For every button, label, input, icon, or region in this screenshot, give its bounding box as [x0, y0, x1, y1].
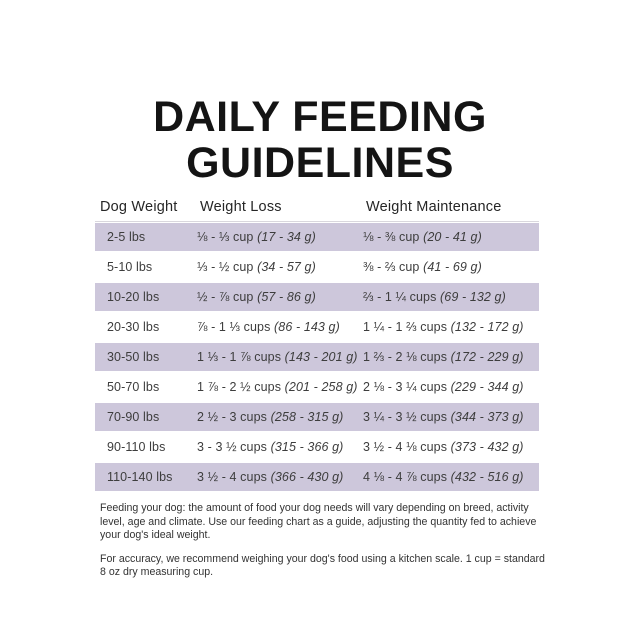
weight-maintenance-cell: ⅔ - 1 ¼ cups (69 - 132 g): [361, 290, 539, 304]
dog-weight-cell: 10-20 lbs: [95, 290, 195, 304]
weight-loss-grams: (86 - 143 g): [274, 320, 340, 334]
weight-maintenance-cell: 4 ⅛ - 4 ⅞ cups (432 - 516 g): [361, 470, 539, 484]
dog-weight-cell: 30-50 lbs: [95, 350, 195, 364]
weight-maintenance-cups: 2 ⅛ - 3 ¼ cups: [363, 380, 448, 394]
dog-weight-cell: 70-90 lbs: [95, 410, 195, 424]
footnote-measuring-accuracy: For accuracy, we recommend weighing your…: [100, 552, 545, 579]
dog-weight-cell: 90-110 lbs: [95, 440, 195, 454]
table-row: 20-30 lbs ⅞ - 1 ⅓ cups (86 - 143 g) 1 ¼ …: [95, 313, 539, 341]
weight-loss-cups: ⅛ - ⅓ cup: [197, 230, 254, 244]
weight-maintenance-grams: (229 - 344 g): [450, 380, 524, 394]
weight-maintenance-cell: 1 ⅔ - 2 ⅛ cups (172 - 229 g): [361, 350, 539, 364]
dog-weight-value: 90-110 lbs: [107, 440, 166, 454]
footnote-feeding-guidance: Feeding your dog: the amount of food you…: [100, 502, 537, 542]
dog-weight-value: 70-90 lbs: [107, 410, 160, 424]
weight-maintenance-cups: ⅛ - ⅜ cup: [363, 230, 420, 244]
weight-maintenance-cups: 1 ⅔ - 2 ⅛ cups: [363, 350, 448, 364]
weight-maintenance-grams: (432 - 516 g): [450, 470, 524, 484]
weight-maintenance-cell: ⅛ - ⅜ cup (20 - 41 g): [361, 230, 539, 244]
weight-loss-cups: 2 ½ - 3 cups: [197, 410, 267, 424]
weight-maintenance-grams: (172 - 229 g): [450, 350, 524, 364]
feeding-table: 2-5 lbs ⅛ - ⅓ cup (17 - 34 g) ⅛ - ⅜ cup …: [95, 221, 539, 493]
dog-weight-cell: 2-5 lbs: [95, 230, 195, 244]
table-header: Dog Weight Weight Loss Weight Maintenanc…: [95, 198, 539, 216]
column-header-weight-maintenance: Weight Maintenance: [366, 199, 502, 215]
weight-maintenance-cups: 1 ¼ - 1 ⅔ cups: [363, 320, 448, 334]
weight-loss-cell: ⅓ - ½ cup (34 - 57 g): [195, 260, 361, 274]
weight-loss-grams: (366 - 430 g): [270, 470, 344, 484]
page-title-line1: DAILY FEEDING: [153, 93, 487, 141]
dog-weight-value: 30-50 lbs: [107, 350, 160, 364]
weight-maintenance-cell: 3 ¼ - 3 ½ cups (344 - 373 g): [361, 410, 539, 424]
table-row: 50-70 lbs 1 ⅞ - 2 ½ cups (201 - 258 g) 2…: [95, 373, 539, 401]
table-row: 70-90 lbs 2 ½ - 3 cups (258 - 315 g) 3 ¼…: [95, 403, 539, 431]
weight-maintenance-cell: ⅜ - ⅔ cup (41 - 69 g): [361, 260, 539, 274]
weight-loss-cups: 1 ⅓ - 1 ⅞ cups: [197, 350, 282, 364]
weight-maintenance-cups: 3 ½ - 4 ⅛ cups: [363, 440, 448, 454]
weight-loss-cell: 3 - 3 ½ cups (315 - 366 g): [195, 440, 361, 454]
weight-maintenance-grams: (373 - 432 g): [450, 440, 524, 454]
weight-loss-cell: 3 ½ - 4 cups (366 - 430 g): [195, 470, 361, 484]
dog-weight-value: 20-30 lbs: [107, 320, 160, 334]
table-row: 90-110 lbs 3 - 3 ½ cups (315 - 366 g) 3 …: [95, 433, 539, 461]
dog-weight-cell: 110-140 lbs: [95, 470, 195, 484]
weight-loss-cell: ½ - ⅞ cup (57 - 86 g): [195, 290, 361, 304]
table-row: 10-20 lbs ½ - ⅞ cup (57 - 86 g) ⅔ - 1 ¼ …: [95, 283, 539, 311]
weight-loss-grams: (315 - 366 g): [270, 440, 344, 454]
dog-weight-value: 10-20 lbs: [107, 290, 160, 304]
page-title: DAILY FEEDING GUIDELINES: [0, 94, 640, 186]
weight-loss-cups: ⅞ - 1 ⅓ cups: [197, 320, 271, 334]
weight-loss-cups: 1 ⅞ - 2 ½ cups: [197, 380, 282, 394]
weight-maintenance-cups: ⅔ - 1 ¼ cups: [363, 290, 437, 304]
weight-loss-cell: 2 ½ - 3 cups (258 - 315 g): [195, 410, 361, 424]
weight-loss-grams: (17 - 34 g): [257, 230, 316, 244]
weight-loss-cups: ½ - ⅞ cup: [197, 290, 254, 304]
table-row: 5-10 lbs ⅓ - ½ cup (34 - 57 g) ⅜ - ⅔ cup…: [95, 253, 539, 281]
weight-loss-grams: (258 - 315 g): [270, 410, 344, 424]
weight-maintenance-cups: 3 ¼ - 3 ½ cups: [363, 410, 448, 424]
page-title-line2: GUIDELINES: [186, 139, 454, 187]
weight-loss-cell: ⅛ - ⅓ cup (17 - 34 g): [195, 230, 361, 244]
column-header-dog-weight: Dog Weight: [100, 199, 178, 215]
dog-weight-cell: 50-70 lbs: [95, 380, 195, 394]
weight-loss-grams: (34 - 57 g): [257, 260, 316, 274]
dog-weight-value: 2-5 lbs: [107, 230, 146, 244]
weight-maintenance-grams: (344 - 373 g): [450, 410, 524, 424]
weight-maintenance-cell: 3 ½ - 4 ⅛ cups (373 - 432 g): [361, 440, 539, 454]
weight-loss-grams: (143 - 201 g): [284, 350, 358, 364]
weight-loss-grams: (57 - 86 g): [257, 290, 316, 304]
dog-weight-value: 5-10 lbs: [107, 260, 153, 274]
dog-weight-value: 110-140 lbs: [107, 470, 173, 484]
dog-weight-cell: 5-10 lbs: [95, 260, 195, 274]
weight-loss-cups: 3 - 3 ½ cups: [197, 440, 267, 454]
dog-weight-cell: 20-30 lbs: [95, 320, 195, 334]
weight-loss-cell: 1 ⅓ - 1 ⅞ cups (143 - 201 g): [195, 350, 361, 364]
table-row: 110-140 lbs 3 ½ - 4 cups (366 - 430 g) 4…: [95, 463, 539, 491]
footnotes: Feeding your dog: the amount of food you…: [100, 502, 548, 590]
weight-maintenance-cell: 2 ⅛ - 3 ¼ cups (229 - 344 g): [361, 380, 539, 394]
weight-loss-cell: ⅞ - 1 ⅓ cups (86 - 143 g): [195, 320, 361, 334]
table-row: 30-50 lbs 1 ⅓ - 1 ⅞ cups (143 - 201 g) 1…: [95, 343, 539, 371]
weight-loss-cups: ⅓ - ½ cup: [197, 260, 254, 274]
table-row: 2-5 lbs ⅛ - ⅓ cup (17 - 34 g) ⅛ - ⅜ cup …: [95, 223, 539, 251]
weight-maintenance-cups: ⅜ - ⅔ cup: [363, 260, 420, 274]
weight-maintenance-grams: (41 - 69 g): [423, 260, 482, 274]
weight-maintenance-grams: (20 - 41 g): [423, 230, 482, 244]
weight-loss-grams: (201 - 258 g): [284, 380, 358, 394]
weight-loss-cups: 3 ½ - 4 cups: [197, 470, 267, 484]
dog-weight-value: 50-70 lbs: [107, 380, 160, 394]
weight-loss-cell: 1 ⅞ - 2 ½ cups (201 - 258 g): [195, 380, 361, 394]
weight-maintenance-cups: 4 ⅛ - 4 ⅞ cups: [363, 470, 448, 484]
column-header-weight-loss: Weight Loss: [200, 199, 282, 215]
weight-maintenance-grams: (132 - 172 g): [450, 320, 524, 334]
weight-maintenance-cell: 1 ¼ - 1 ⅔ cups (132 - 172 g): [361, 320, 539, 334]
weight-maintenance-grams: (69 - 132 g): [440, 290, 506, 304]
